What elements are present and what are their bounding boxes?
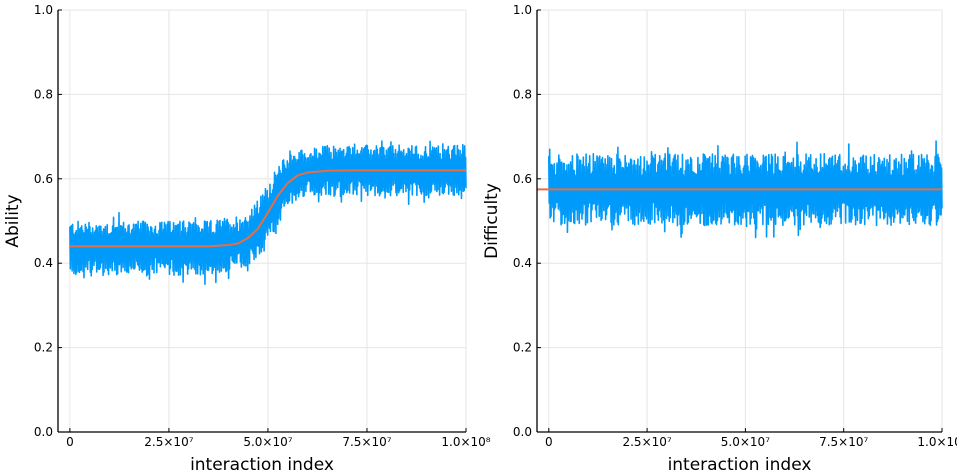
ability-x-axis-title: interaction index xyxy=(190,455,334,475)
difficulty-y-axis-title: Difficulty xyxy=(482,183,502,259)
ability-x-tick-label-4: 1.0×10⁸ xyxy=(441,435,490,449)
ability-y-axis-title: Ability xyxy=(3,194,23,247)
difficulty-x-tick-label-3: 7.5×10⁷ xyxy=(819,435,868,449)
difficulty-x-axis-title: interaction index xyxy=(668,455,812,475)
ability-y-tick-label-3: 0.6 xyxy=(34,172,53,186)
ability-x-tick-label-1: 2.5×10⁷ xyxy=(144,435,193,449)
difficulty-series-0-band xyxy=(548,140,943,239)
difficulty-y-tick-label-5: 1.0 xyxy=(513,3,532,17)
ability-y-tick-label-2: 0.4 xyxy=(34,256,53,270)
ability-series-0-band xyxy=(69,140,467,286)
ability-panel: 0.0 0.2 0.4 0.6 0.8 1.0 0 2.5×10⁷ 5.0×10⁷ 7.5×10⁷… xyxy=(3,3,491,475)
difficulty-x-tick-label-2: 5.0×10⁷ xyxy=(721,435,770,449)
ability-x-tick-label-3: 7.5×10⁷ xyxy=(342,435,391,449)
difficulty-y-tick-label-2: 0.4 xyxy=(513,256,532,270)
difficulty-x-tick-label-1: 2.5×10⁷ xyxy=(622,435,671,449)
difficulty-y-tick-label-1: 0.2 xyxy=(513,341,532,355)
difficulty-y-tick-label-3: 0.6 xyxy=(513,172,532,186)
ability-y-tick-label-1: 0.2 xyxy=(34,341,53,355)
difficulty-panel: 0.0 0.2 0.4 0.6 0.8 1.0 0 2.5×10⁷ 5.0×10⁷ 7.5×10⁷… xyxy=(482,3,957,475)
ability-y-tick-label-0: 0.0 xyxy=(34,425,53,439)
difficulty-y-tick-label-4: 0.8 xyxy=(513,87,532,101)
difficulty-y-tick-label-0: 0.0 xyxy=(513,425,532,439)
ability-y-tick-label-4: 0.8 xyxy=(34,87,53,101)
ability-y-tick-label-5: 1.0 xyxy=(34,3,53,17)
difficulty-x-tick-label-0: 0 xyxy=(545,435,553,449)
difficulty-x-tick-label-4: 1.0×10⁸ xyxy=(917,435,957,449)
ability-series-1-line xyxy=(69,169,466,248)
ability-x-tick-label-0: 0 xyxy=(66,435,74,449)
ability-x-tick-label-2: 5.0×10⁷ xyxy=(243,435,292,449)
